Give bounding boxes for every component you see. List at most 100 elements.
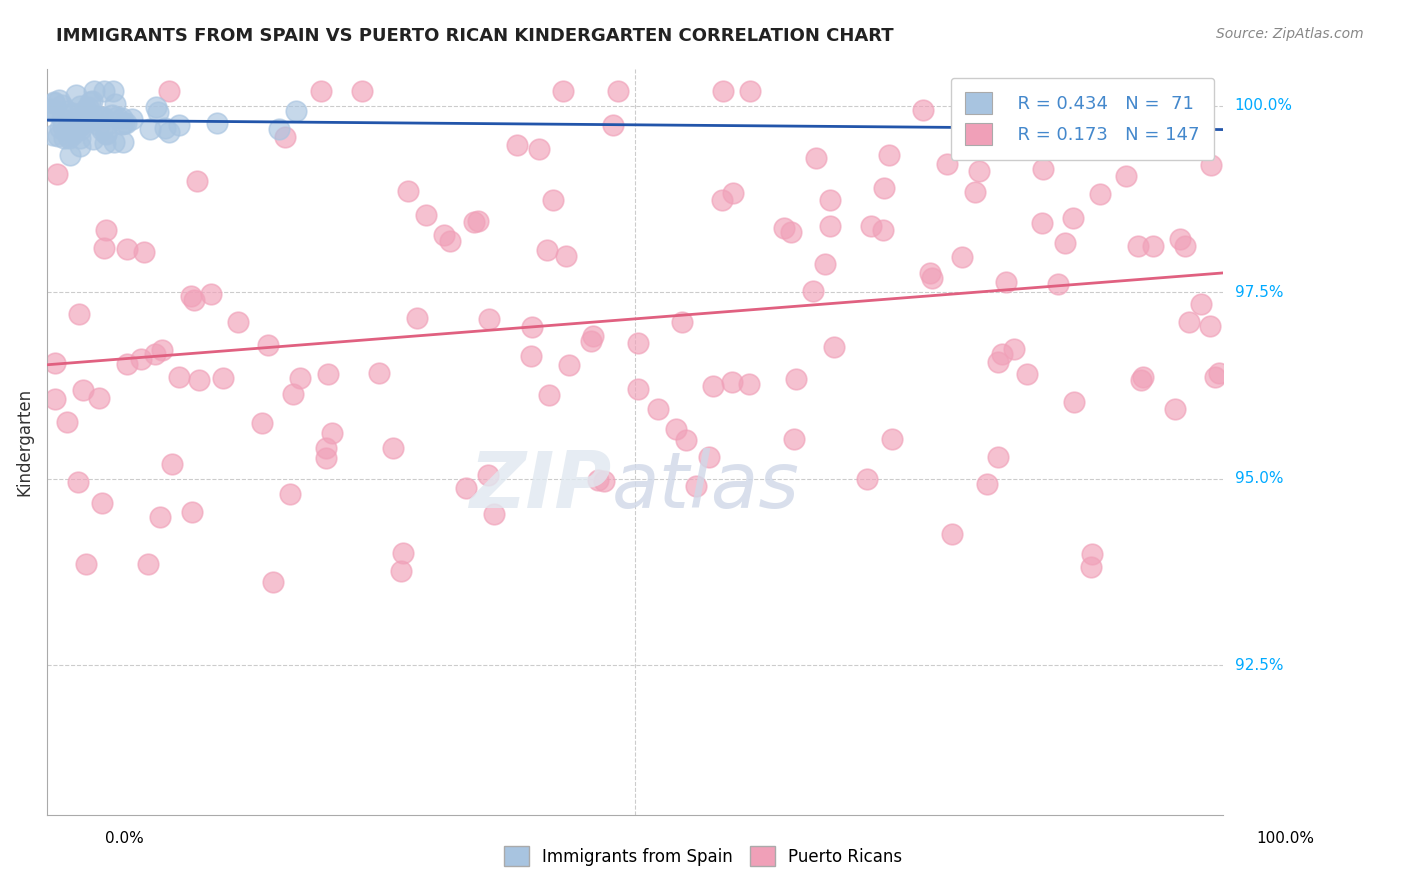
Point — [1204, 369, 1226, 384]
Point — [60, 106, 83, 120]
Text: 92.5%: 92.5% — [1234, 658, 1284, 673]
Point — [1178, 315, 1201, 329]
Point — [42, 128, 65, 142]
Point — [773, 221, 796, 235]
Text: Source: ZipAtlas.com: Source: ZipAtlas.com — [1216, 27, 1364, 41]
Point — [52, 130, 75, 145]
Text: atlas: atlas — [612, 449, 800, 524]
Point — [912, 103, 935, 117]
Point — [433, 227, 456, 242]
Point — [558, 358, 581, 372]
Point — [79, 95, 101, 110]
Point — [991, 346, 1014, 360]
Point — [785, 372, 807, 386]
Point — [994, 276, 1017, 290]
Point — [711, 193, 734, 207]
Point — [1088, 187, 1111, 202]
Point — [675, 434, 697, 448]
Point — [136, 557, 159, 571]
Point — [160, 457, 183, 471]
Point — [66, 117, 89, 131]
Point — [467, 214, 489, 228]
Text: 100.0%: 100.0% — [1257, 831, 1315, 846]
Point — [818, 219, 841, 234]
Point — [41, 103, 63, 118]
Point — [180, 289, 202, 303]
Point — [602, 118, 624, 132]
Point — [90, 110, 112, 124]
Point — [94, 223, 117, 237]
Point — [101, 108, 124, 122]
Point — [112, 116, 135, 130]
Point — [921, 271, 943, 285]
Point — [101, 84, 124, 98]
Point — [48, 93, 70, 107]
Point — [70, 122, 93, 136]
Point — [872, 223, 894, 237]
Point — [367, 366, 389, 380]
Point — [114, 116, 136, 130]
Point — [482, 508, 505, 522]
Point — [39, 102, 62, 116]
Point — [478, 312, 501, 326]
Point — [665, 422, 688, 436]
Point — [186, 174, 208, 188]
Point — [1168, 232, 1191, 246]
Point — [702, 378, 724, 392]
Point — [880, 433, 903, 447]
Point — [183, 293, 205, 307]
Text: ZIP: ZIP — [470, 449, 612, 524]
Point — [321, 425, 343, 440]
Point — [87, 118, 110, 132]
Point — [65, 88, 87, 103]
Point — [740, 84, 762, 98]
Point — [579, 334, 602, 348]
Point — [877, 147, 900, 161]
Point — [721, 186, 744, 200]
Point — [145, 347, 167, 361]
Point — [278, 487, 301, 501]
Point — [72, 383, 94, 397]
Point — [75, 557, 97, 571]
Point — [77, 113, 100, 128]
Point — [59, 148, 82, 162]
Point — [920, 266, 942, 280]
Point — [69, 109, 91, 123]
Point — [60, 118, 83, 132]
Point — [685, 479, 707, 493]
Point — [104, 96, 127, 111]
Point — [103, 135, 125, 149]
Point — [1208, 366, 1230, 380]
Point — [94, 127, 117, 141]
Point — [381, 441, 404, 455]
Point — [58, 128, 80, 142]
Point — [288, 371, 311, 385]
Text: IMMIGRANTS FROM SPAIN VS PUERTO RICAN KINDERGARTEN CORRELATION CHART: IMMIGRANTS FROM SPAIN VS PUERTO RICAN KI… — [56, 27, 894, 45]
Point — [69, 99, 91, 113]
Point — [537, 388, 560, 402]
Point — [157, 84, 180, 98]
Point — [593, 474, 616, 488]
Point — [311, 84, 333, 98]
Point — [69, 139, 91, 153]
Point — [87, 391, 110, 405]
Point — [58, 131, 80, 145]
Point — [627, 383, 650, 397]
Point — [543, 193, 565, 207]
Point — [155, 121, 177, 136]
Point — [115, 242, 138, 256]
Point — [42, 95, 65, 110]
Point — [62, 127, 84, 141]
Point — [527, 142, 550, 156]
Point — [111, 117, 134, 131]
Point — [801, 284, 824, 298]
Point — [456, 481, 478, 495]
Point — [93, 84, 115, 98]
Point — [91, 111, 114, 125]
Point — [814, 257, 837, 271]
Point — [405, 311, 427, 326]
Point — [45, 167, 67, 181]
Point — [976, 86, 998, 100]
Point — [941, 527, 963, 541]
Point — [1031, 216, 1053, 230]
